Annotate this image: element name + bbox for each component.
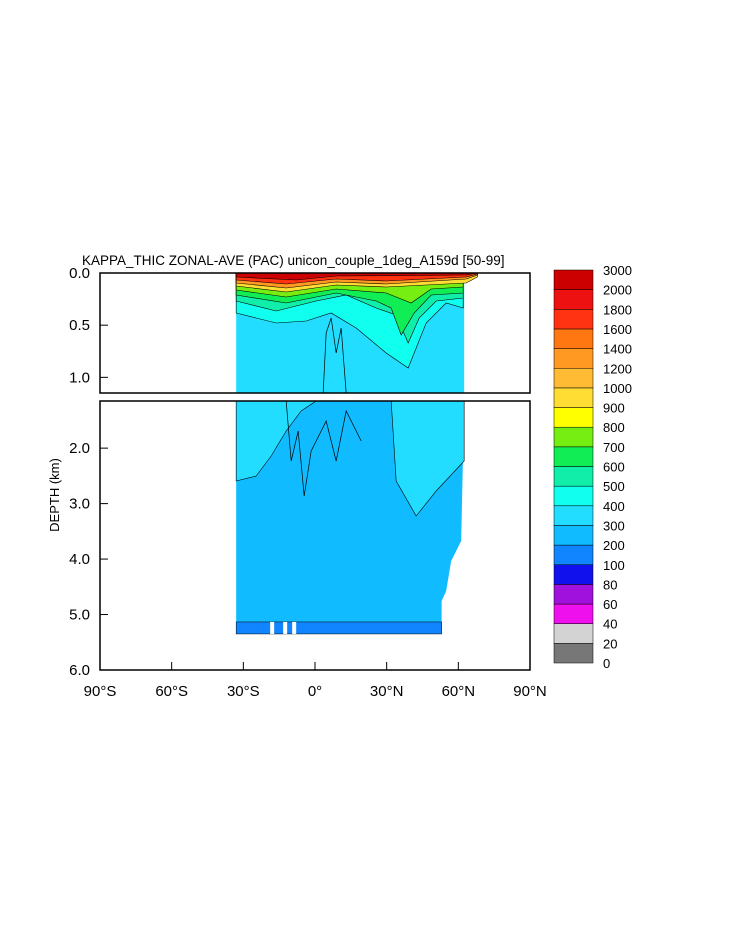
contour-deep-lines <box>285 401 362 497</box>
colorbar-swatch <box>553 603 594 624</box>
y-axis-label: DEPTH (km) <box>47 458 62 532</box>
colorbar-label: 1200 <box>603 361 632 376</box>
x-tick-label: 60°N <box>442 683 476 700</box>
contour-equatorial-lines <box>322 317 347 393</box>
colorbar-label: 20 <box>603 636 617 651</box>
colorbar-label: 40 <box>603 617 617 632</box>
y-tick-label: 1.0 <box>69 369 90 386</box>
colorbar-swatch <box>553 485 594 507</box>
y-tick-label: 0.5 <box>69 317 90 334</box>
colorbar-label: 60 <box>603 597 617 612</box>
colorbar-label: 3000 <box>603 263 632 278</box>
colorbar-label: 2000 <box>603 283 632 298</box>
bottom-gap-2 <box>283 621 288 634</box>
colorbar-label: 600 <box>603 460 625 475</box>
colorbar-swatch <box>553 643 594 664</box>
lower-panel-field <box>235 401 465 635</box>
y-tick-label: 6.0 <box>69 662 90 679</box>
colorbar-swatch <box>553 289 594 310</box>
colorbar-label: 300 <box>603 518 625 533</box>
plot-area <box>235 273 478 635</box>
colorbar-swatch <box>553 348 594 369</box>
field-2000-3000 <box>235 273 478 281</box>
colorbar-swatch <box>553 525 594 546</box>
x-tick-label: 30°N <box>370 683 404 700</box>
colorbar-swatch <box>553 309 594 330</box>
colorbar-swatch <box>553 407 594 428</box>
colorbar-swatch <box>553 328 594 349</box>
upper-panel-frame <box>99 272 531 394</box>
colorbar-label: 200 <box>603 538 625 553</box>
colorbar-label: 900 <box>603 401 625 416</box>
colorbar-swatch <box>553 544 594 565</box>
colorbar-swatch <box>553 368 594 389</box>
x-tick-label: 60°S <box>155 683 188 700</box>
colorbar-swatch <box>553 505 594 526</box>
colorbar-label: 80 <box>603 577 617 592</box>
colorbar-label: 100 <box>603 558 625 573</box>
colorbar-swatch <box>553 269 594 290</box>
y-tick-label: 4.0 <box>69 551 90 568</box>
colorbar-label: 700 <box>603 440 625 455</box>
y-tick-label: 2.0 <box>69 440 90 457</box>
x-tick-label: 0° <box>308 683 322 700</box>
x-tick-label: 30°S <box>227 683 260 700</box>
colorbar-swatch <box>553 426 594 448</box>
field-100-200-bottom <box>235 621 442 635</box>
upper-panel-field <box>235 273 478 393</box>
colorbar-label: 1000 <box>603 381 632 396</box>
colorbar-swatch <box>553 584 594 605</box>
y-tick-label: 5.0 <box>69 607 90 624</box>
colorbar-swatch <box>553 564 594 585</box>
colorbar-label: 1800 <box>603 302 632 317</box>
colorbar-swatch <box>553 446 594 467</box>
x-tick-label: 90°N <box>513 683 547 700</box>
chart-title: KAPPA_THIC ZONAL-AVE (PAC) unicon_couple… <box>82 253 504 268</box>
field-300-400-deep <box>235 401 465 517</box>
colorbar-swatch <box>553 387 594 408</box>
bottom-gap-3 <box>292 621 297 634</box>
y-tick-label: 3.0 <box>69 496 90 513</box>
colorbar-label: 500 <box>603 479 625 494</box>
colorbar-label: 400 <box>603 499 625 514</box>
colorbar-label: 1400 <box>603 342 632 357</box>
y-tick-label: 0.0 <box>69 265 90 282</box>
axes: 90°S 60°S 30°S 0° 30°N 60°N 90°N 0.0 0.5 1.0 2.0 3.… <box>69 265 547 700</box>
colorbar-label: 1600 <box>603 322 632 337</box>
colorbar-swatch <box>553 466 594 487</box>
colorbar: 0 20 40 60 80 100 200 300 400 500 600 700 800 900 1000… <box>553 263 632 671</box>
bottom-gap-1 <box>270 621 275 634</box>
colorbar-swatch <box>553 623 594 644</box>
x-tick-label: 90°S <box>84 683 117 700</box>
colorbar-label: 800 <box>603 420 625 435</box>
colorbar-label: 0 <box>603 656 610 671</box>
